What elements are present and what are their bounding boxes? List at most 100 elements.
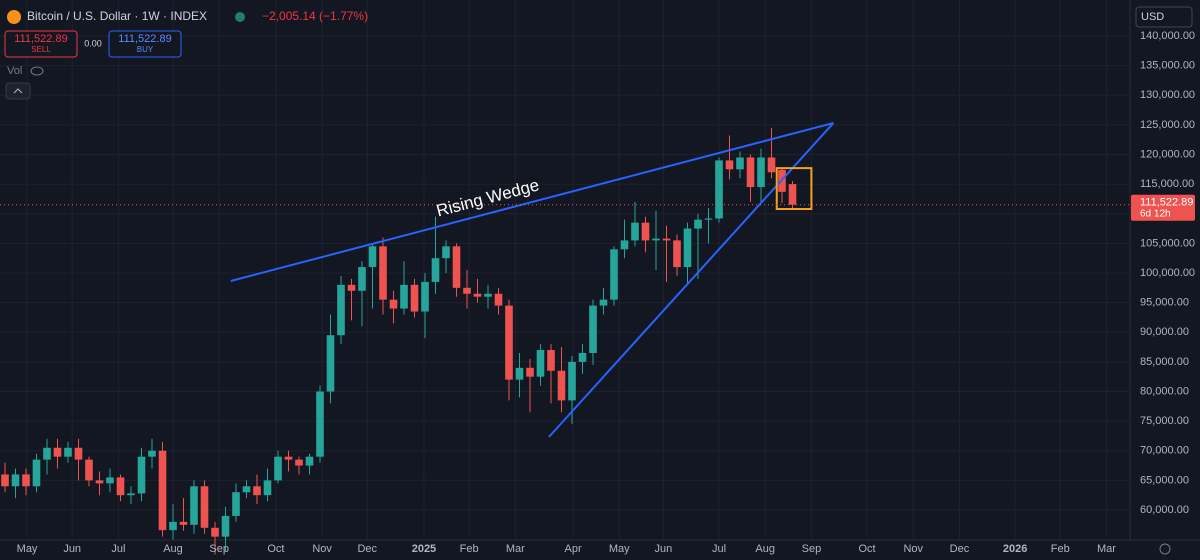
last-price-label: 111,522.89 — [1140, 197, 1193, 209]
candle-body — [589, 305, 597, 353]
buy-price: 111,522.89 — [118, 33, 171, 45]
y-tick-label: 140,000.00 — [1140, 30, 1195, 42]
candle-body — [379, 246, 387, 300]
y-tick-label: 70,000.00 — [1140, 445, 1189, 457]
currency-select[interactable] — [1135, 6, 1193, 28]
candle-body — [74, 447, 83, 460]
candle-body — [43, 447, 51, 460]
candle-body — [64, 447, 72, 457]
candle-body — [284, 456, 293, 460]
candle-body — [452, 246, 461, 288]
x-tick-label: Feb — [460, 543, 479, 555]
x-tick-label: Apr — [564, 543, 581, 555]
candle-body — [494, 293, 503, 306]
candle-body — [673, 240, 681, 268]
vol-label: Vol — [7, 65, 22, 77]
collapse-button[interactable] — [5, 82, 31, 100]
y-tick-label: 135,000.00 — [1140, 60, 1195, 72]
sell-price: 111,522.89 — [14, 33, 67, 45]
y-tick-label: 90,000.00 — [1140, 326, 1189, 338]
candle-body — [158, 450, 167, 531]
x-tick-label: Feb — [1051, 543, 1070, 555]
trendline — [230, 122, 834, 282]
candle-body — [127, 493, 135, 496]
y-tick-label: 75,000.00 — [1140, 415, 1189, 427]
candle-body — [746, 157, 755, 188]
x-tick-label: Jun — [63, 543, 81, 555]
coin-icon — [7, 10, 21, 24]
candle-body — [568, 361, 576, 401]
x-tick-label: Jul — [111, 543, 125, 555]
candle-body — [725, 160, 734, 170]
x-tick-label: Sep — [209, 543, 229, 555]
candle-body — [757, 157, 765, 188]
candle-body — [715, 160, 723, 219]
candle-body — [736, 157, 744, 170]
y-tick-label: 60,000.00 — [1140, 504, 1189, 516]
candle-body — [389, 299, 398, 309]
candle-body — [190, 486, 198, 525]
y-tick-label: 80,000.00 — [1140, 385, 1189, 397]
candle-body — [788, 184, 797, 205]
candle-body — [368, 246, 377, 268]
candle-body — [200, 486, 209, 528]
y-tick-label: 105,000.00 — [1140, 237, 1195, 249]
x-tick-label: May — [609, 543, 630, 555]
x-tick-label: 2026 — [1003, 543, 1027, 555]
y-tick-label: 65,000.00 — [1140, 474, 1189, 486]
spread: 0.00 — [84, 38, 102, 48]
candle-body — [242, 486, 251, 493]
x-tick-label: Mar — [1097, 543, 1116, 555]
plot — [0, 0, 1130, 555]
y-tick-label: 120,000.00 — [1140, 148, 1195, 160]
candle-body — [95, 480, 104, 484]
candle-body — [631, 222, 639, 241]
candle-body — [22, 474, 30, 487]
trendline — [548, 122, 835, 438]
settings-icon[interactable] — [1159, 543, 1171, 555]
candle-body — [347, 284, 356, 291]
currency: USD — [1141, 11, 1164, 23]
x-tick-label: Oct — [858, 543, 875, 555]
candle-body — [683, 228, 692, 268]
candle-body — [53, 447, 62, 457]
change: −2,005.14 (−1.77%) — [262, 9, 368, 23]
candle-body — [11, 474, 20, 487]
candle-body — [326, 335, 335, 392]
candle-body — [179, 521, 188, 525]
candle-body — [694, 219, 702, 229]
x-tick-label: May — [17, 543, 38, 555]
x-tick-label: Jun — [654, 543, 672, 555]
y-tick-label: 95,000.00 — [1140, 297, 1189, 309]
x-tick-label: Dec — [950, 543, 970, 555]
symbol: Bitcoin / U.S. Dollar · 1W · INDEX — [27, 9, 207, 23]
y-tick-label: 115,000.00 — [1140, 178, 1194, 190]
candle-body — [232, 492, 240, 516]
candle-body — [610, 249, 618, 300]
candle-body — [526, 367, 534, 377]
buy-button[interactable] — [108, 30, 182, 58]
x-tick-label: Aug — [163, 543, 183, 555]
candle-body — [148, 450, 156, 457]
candle-body — [274, 456, 282, 481]
sell-button[interactable] — [4, 30, 78, 58]
status-dot — [235, 12, 245, 22]
highlight-box — [775, 167, 813, 211]
candle-body — [463, 287, 471, 294]
y-tick-label: 130,000.00 — [1140, 89, 1195, 101]
candle-body — [410, 284, 419, 312]
candle-body — [641, 222, 650, 241]
x-tick-label: Aug — [755, 543, 775, 555]
candle-body — [599, 299, 608, 306]
candle-body — [505, 305, 513, 380]
buy-label: BUY — [137, 45, 154, 54]
x-tick-label: Nov — [312, 543, 332, 555]
candle-body — [211, 527, 219, 537]
eye-icon[interactable] — [30, 66, 44, 76]
candle-body — [620, 240, 629, 250]
candle-body — [473, 293, 482, 297]
x-tick-label: 2025 — [412, 543, 436, 555]
last-price-tag — [1131, 194, 1195, 221]
candle-body — [515, 367, 524, 380]
